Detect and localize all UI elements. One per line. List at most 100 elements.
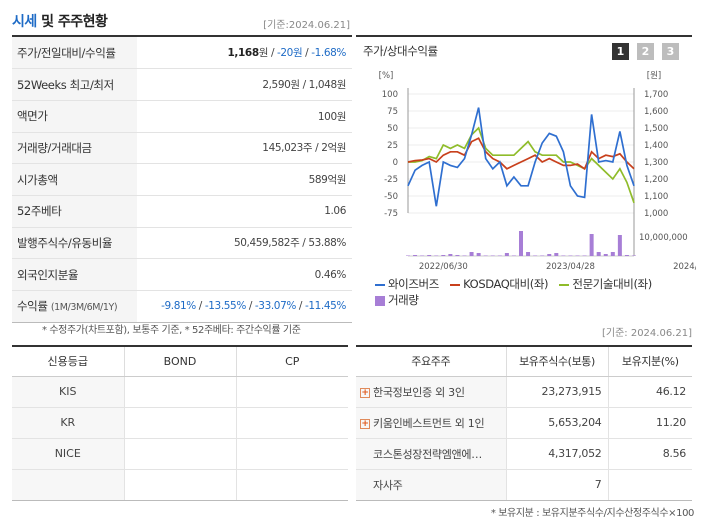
return-label: 수익률 (1M/3M/6M/1Y) xyxy=(12,290,137,323)
bond-cell xyxy=(123,438,236,470)
volume-bar xyxy=(589,234,594,256)
left-tick-label: -25 xyxy=(384,175,398,185)
holder-pct: 11.20 xyxy=(607,407,692,439)
volume-bar xyxy=(406,255,410,256)
table-row: 코스톤성장전략엠앤에… 4,317,052 8.56 xyxy=(356,438,692,470)
legend-item[interactable]: 전문기술대비(좌) xyxy=(559,276,652,292)
series-line xyxy=(407,137,635,171)
beta-value: 1.06 xyxy=(137,195,352,228)
table-row: + 한국정보인증 외 3인 23,273,915 46.12 xyxy=(356,376,692,408)
table-row: 시가총액 589억원 xyxy=(12,163,352,196)
bond-cell xyxy=(123,376,236,408)
expand-icon[interactable]: + xyxy=(360,387,370,398)
left-tick-label: 0 xyxy=(393,158,398,168)
chart-page-1-button[interactable]: 1 xyxy=(612,43,629,60)
table-row: + 키움인베스트먼트 외 1인 5,653,204 11.20 xyxy=(356,407,692,439)
volume-bar xyxy=(420,255,425,256)
legend-item[interactable]: 거래량 xyxy=(375,292,419,308)
x-tick-label: 2023/04/28 xyxy=(546,262,595,272)
right-tick-label: 1,500 xyxy=(644,124,668,134)
volume-bar xyxy=(533,255,538,256)
expand-icon[interactable]: + xyxy=(360,418,370,429)
volume-bar xyxy=(476,253,481,256)
cp-cell xyxy=(235,376,348,408)
volume-bar xyxy=(504,253,509,256)
volume-bars xyxy=(406,231,636,256)
cp-cell xyxy=(235,438,348,470)
volume-bar xyxy=(582,255,587,256)
foreign-value: 0.46% xyxy=(137,258,352,291)
right-tick-label: 1,200 xyxy=(644,175,668,185)
legend-item[interactable]: 와이즈버즈 xyxy=(375,276,439,292)
right-tick-label: 1,000 xyxy=(644,209,668,219)
shares-value: 50,459,582주 / 53.88% xyxy=(137,227,352,260)
chart-page-2-button[interactable]: 2 xyxy=(637,43,654,60)
left-tick-label: -50 xyxy=(384,192,398,202)
table-row: KR xyxy=(12,407,348,439)
mcap-value: 589억원 xyxy=(137,163,352,196)
table-row: 액면가 100원 xyxy=(12,100,352,133)
volume-label: 거래량/거래대금 xyxy=(12,132,137,165)
table-row: 발행주식수/유동비율 50,459,582주 / 53.88% xyxy=(12,227,352,260)
holder-name[interactable]: + 키움인베스트먼트 외 1인 xyxy=(356,407,506,439)
credit-table: 신용등급 BOND CP KIS KR NICE xyxy=(12,345,348,501)
agency-cell: KR xyxy=(12,407,124,439)
left-unit: [%] xyxy=(379,71,394,81)
holder-shares: 5,653,204 xyxy=(505,407,608,439)
left-tick-label: 25 xyxy=(387,141,398,151)
left-axis: 100 75 50 25 0 -25 -50 -75 xyxy=(382,90,398,219)
x-tick-label: 2022/06/30 xyxy=(419,262,468,272)
table-row xyxy=(12,469,348,501)
left-tick-label: 50 xyxy=(387,124,398,134)
foreign-label: 외국인지분율 xyxy=(12,258,137,291)
volume-bar xyxy=(469,252,474,256)
volume-bar xyxy=(497,255,502,256)
volume-bar xyxy=(413,255,418,256)
legend-item[interactable]: KOSDAQ대비(좌) xyxy=(450,276,549,292)
holder-table: 주요주주 보유주식수(보통) 보유지분(%) + 한국정보인증 외 3인 23,2… xyxy=(356,345,692,501)
volume-bar xyxy=(490,255,495,256)
holder-name[interactable]: + 한국정보인증 외 3인 xyxy=(356,376,506,408)
volume-bar xyxy=(448,254,453,256)
chart-page-3-button[interactable]: 3 xyxy=(662,43,679,60)
volume-bar xyxy=(624,255,629,256)
table-row: 52주베타 1.06 xyxy=(12,195,352,228)
volume-bar xyxy=(603,254,608,256)
right-unit: [원] xyxy=(647,71,661,81)
volume-bar xyxy=(632,255,636,256)
base-date: [기준:2024.06.21] xyxy=(263,20,350,31)
table-row: 주가/전일대비/수익률 1,168원 / -20원 / -1.68% xyxy=(12,37,352,70)
face-label: 액면가 xyxy=(12,100,137,133)
price-label: 주가/전일대비/수익률 xyxy=(12,37,137,70)
volume-bar xyxy=(561,255,566,256)
price-chart: 100 75 50 25 0 -25 -50 -75 1,700 1,600 1,500 1,400… xyxy=(379,71,696,272)
volume-bar xyxy=(526,252,531,256)
table-header: 신용등급 BOND CP xyxy=(12,346,348,377)
bond-cell xyxy=(123,407,236,439)
volume-unit: 10,000,000 xyxy=(639,233,688,243)
table-row: 거래량/거래대금 145,023주 / 2억원 xyxy=(12,132,352,165)
beta-label: 52주베타 xyxy=(12,195,137,228)
right-tick-label: 1,300 xyxy=(644,158,668,168)
holder-shares: 4,317,052 xyxy=(505,438,608,470)
right-tick-label: 1,400 xyxy=(644,141,668,151)
table-row: 수익률 (1M/3M/6M/1Y) -9.81% / -13.55% / -33… xyxy=(12,290,352,323)
table-row: KIS xyxy=(12,376,348,408)
holder-pct: 8.56 xyxy=(607,438,692,470)
holder-name: 자사주 xyxy=(356,469,506,501)
volume-bar xyxy=(434,255,439,256)
cp-cell xyxy=(235,407,348,439)
left-tick-label: 100 xyxy=(382,90,398,100)
table-row: 외국인지분율 0.46% xyxy=(12,258,352,291)
table-row: 자사주 7 xyxy=(356,469,692,501)
volume-bar xyxy=(617,235,622,256)
holder-shares: 23,273,915 xyxy=(505,376,608,408)
chart-title: 주가/상대수익률 xyxy=(363,44,438,58)
divider xyxy=(12,35,352,37)
column-header: BOND xyxy=(123,346,236,377)
volume-bar xyxy=(455,255,460,256)
right-axis: 1,700 1,600 1,500 1,400 1,300 1,200 1,100 1,000 xyxy=(644,90,668,219)
volume-bar xyxy=(540,255,545,256)
holder-base-date: [기준: 2024.06.21] xyxy=(601,328,692,339)
table-row: NICE xyxy=(12,438,348,470)
